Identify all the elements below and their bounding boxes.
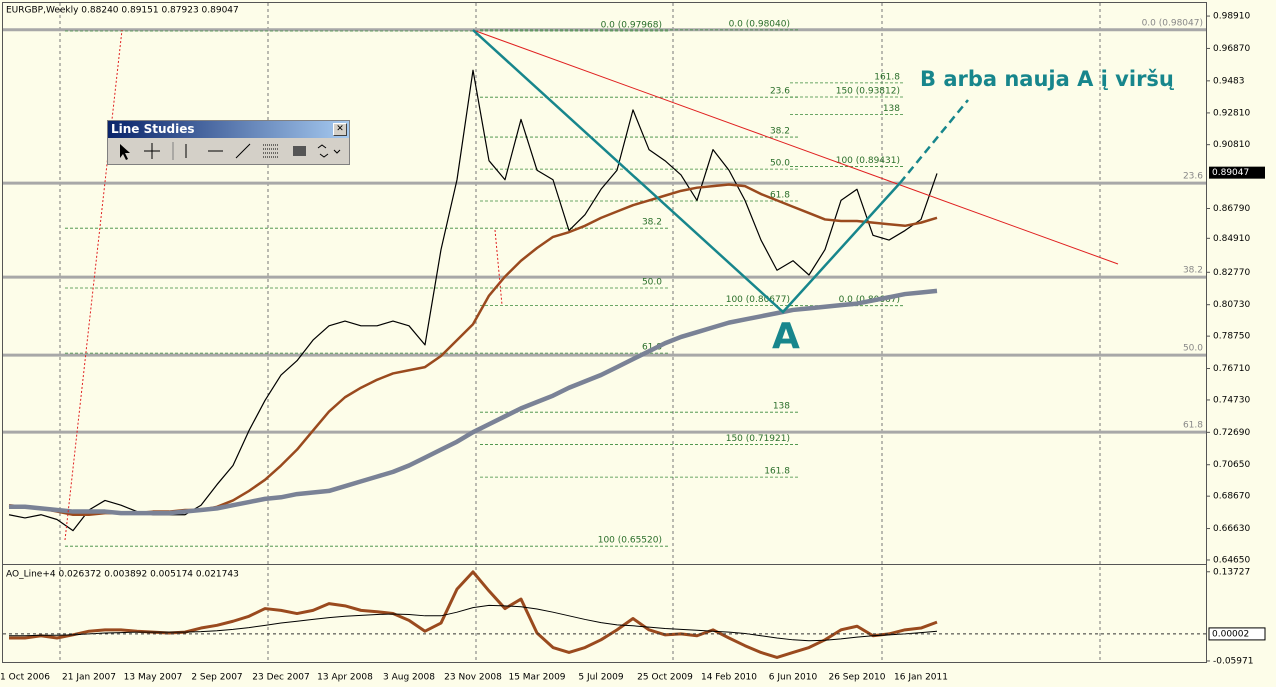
y-tick-label: 0.80730 (1213, 300, 1250, 310)
annotation: A (772, 316, 800, 357)
x-tick-label: 13 May 2007 (124, 673, 183, 683)
value-tag-label: 0.00002 (1212, 629, 1249, 639)
y-tick-label: 0.9483 (1213, 76, 1245, 86)
x-tick-label: 21 Jan 2007 (62, 673, 116, 683)
fibo-label: 100 (0.65520) (598, 536, 662, 546)
x-tick-label: 15 Mar 2009 (508, 673, 565, 683)
y-tick-label: 0.66630 (1213, 524, 1250, 534)
x-tick-label: 23 Dec 2007 (252, 673, 310, 683)
fibo-label: 100 (0.80677) (726, 295, 790, 305)
y-tick-label: 0.70650 (1213, 460, 1250, 470)
level-label: 23.6 (1183, 172, 1203, 182)
y-tick-label: 0.96870 (1213, 44, 1250, 54)
fibo-label: 100 (0.89431) (836, 156, 900, 166)
fibo-tool[interactable] (263, 144, 278, 158)
x-tick-label: 23 Nov 2008 (444, 673, 502, 683)
x-tick-label: 16 Jan 2011 (894, 673, 948, 683)
fibo-label: 0.0 (0.98040) (729, 19, 790, 29)
wave-line (472, 29, 901, 314)
fibo-label: 38.2 (642, 218, 662, 228)
fibo-label: 61.8 (770, 191, 790, 201)
rectangle-tool[interactable] (293, 146, 306, 156)
y-tick-label: 0.78750 (1213, 332, 1250, 342)
toolbar-title-bar: Line Studies ✕ (108, 121, 349, 138)
line-studies-toolbar[interactable]: Line Studies ✕ (107, 120, 350, 165)
y-tick-label: 0.82770 (1213, 268, 1250, 278)
trend-lines (64, 29, 1119, 541)
crosshair-tool[interactable] (144, 143, 160, 159)
x-tick-label: 1 Oct 2006 (0, 673, 50, 683)
plot-frame (2, 2, 1207, 663)
period-separators (59, 3, 1101, 662)
x-tick-label: 13 Apr 2008 (317, 673, 373, 683)
fibo-label: 23.6 (770, 87, 790, 97)
y-tick-label: 0.86790 (1213, 204, 1250, 214)
y-tick-label: 0.98910 (1213, 12, 1250, 22)
fibo-label: 150 (0.93812) (836, 87, 900, 97)
fibo-label: 161.8 (874, 72, 900, 82)
annotation: B arba nauja A į viršų (920, 67, 1175, 91)
indicator-title: AO_Line+4 0.026372 0.003892 0.005174 0.0… (6, 570, 239, 580)
fibo-label: 0.0 (0.97968) (601, 21, 662, 31)
close-button[interactable]: ✕ (333, 123, 347, 136)
price-tag-label: 0.89047 (1212, 168, 1249, 178)
trend-line (64, 29, 123, 541)
y-tick-label: 0.64650 (1213, 555, 1250, 565)
fibo-label: 161.8 (764, 467, 790, 477)
x-tick-label: 14 Feb 2010 (701, 673, 757, 683)
y-tick-label: 0.68670 (1213, 492, 1250, 502)
y-tick-label: 0.90810 (1213, 140, 1250, 150)
fibo-label: 138 (883, 104, 900, 114)
series-line (9, 570, 938, 659)
x-tick-label: 25 Oct 2009 (637, 673, 693, 683)
arrows-tool[interactable] (317, 144, 341, 158)
wave-projection (899, 99, 969, 184)
fibo-label: 50.0 (770, 159, 790, 169)
y-tick-label: 0.84910 (1213, 234, 1250, 244)
x-tick-label: 6 Jun 2010 (769, 673, 818, 683)
x-tick-label: 3 Aug 2008 (383, 673, 435, 683)
y-tick-label: 0.13727 (1213, 567, 1250, 577)
toolbar-title: Line Studies (111, 122, 195, 136)
level-label: 0.0 (0.98047) (1142, 18, 1203, 28)
chart-title: EURGBP,Weekly 0.88240 0.89151 0.87923 0.… (6, 6, 239, 16)
x-tick-label: 2 Sep 2007 (191, 673, 242, 683)
cursor-tool[interactable] (120, 144, 130, 160)
toolbar-icons (120, 142, 341, 160)
fibo-label: 38.2 (770, 127, 790, 137)
fibo-label: 138 (773, 402, 790, 412)
fibo-label: 50.0 (642, 278, 662, 288)
x-tick-label: 26 Sep 2010 (828, 673, 885, 683)
y-tick-label: 0.74730 (1213, 395, 1250, 405)
series-line (9, 604, 938, 642)
value-tag (1208, 627, 1266, 641)
y-tick-label: 0.72690 (1213, 428, 1250, 438)
fibo-label: 150 (0.71921) (726, 434, 790, 444)
price-tag (1209, 166, 1265, 179)
level-label: 50.0 (1183, 344, 1203, 354)
y-tick-label: -0.05971 (1213, 656, 1253, 666)
trend-line (494, 229, 503, 306)
trend-line (472, 29, 1119, 265)
level-label: 38.2 (1183, 266, 1203, 276)
y-tick-label: 0.92810 (1213, 108, 1250, 118)
level-label: 61.8 (1183, 421, 1203, 431)
trendline-tool[interactable] (235, 143, 251, 159)
x-tick-label: 5 Jul 2009 (578, 673, 623, 683)
y-tick-label: 0.76710 (1213, 364, 1250, 374)
